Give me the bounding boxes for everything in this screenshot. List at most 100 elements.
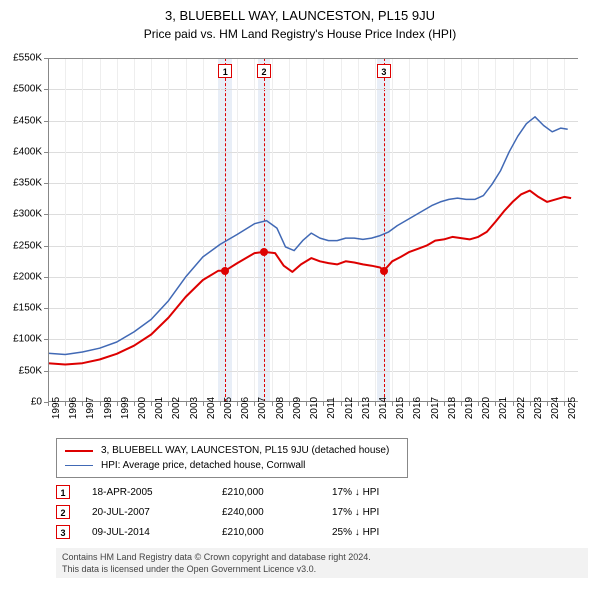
y-tick-mark bbox=[44, 246, 48, 247]
x-tick-mark bbox=[151, 402, 152, 406]
x-tick-mark bbox=[427, 402, 428, 406]
x-tick-mark bbox=[220, 402, 221, 406]
sales-row-date: 20-JUL-2007 bbox=[92, 507, 222, 518]
legend-label-hpi: HPI: Average price, detached house, Corn… bbox=[101, 458, 305, 473]
y-tick-mark bbox=[44, 277, 48, 278]
sales-row-delta: 17% ↓ HPI bbox=[332, 507, 422, 518]
x-tick-label: 2002 bbox=[171, 397, 182, 419]
y-tick-mark bbox=[44, 89, 48, 90]
y-tick-label: £250K bbox=[13, 240, 42, 251]
x-tick-label: 2003 bbox=[189, 397, 200, 419]
chart-plot-area: 123 £0£50K£100K£150K£200K£250K£300K£350K… bbox=[48, 58, 578, 402]
x-tick-label: 2021 bbox=[498, 397, 509, 419]
footer-line-1: Contains HM Land Registry data © Crown c… bbox=[62, 551, 582, 563]
sales-row-index: 3 bbox=[56, 525, 70, 539]
x-tick-mark bbox=[203, 402, 204, 406]
x-tick-label: 2019 bbox=[464, 397, 475, 419]
y-tick-mark bbox=[44, 214, 48, 215]
x-tick-label: 2016 bbox=[412, 397, 423, 419]
y-tick-mark bbox=[44, 58, 48, 59]
sales-row: 2 20-JUL-2007£240,00017% ↓ HPI bbox=[56, 502, 422, 522]
x-tick-mark bbox=[272, 402, 273, 406]
x-tick-label: 2000 bbox=[137, 397, 148, 419]
x-tick-label: 2013 bbox=[361, 397, 372, 419]
y-tick-mark bbox=[44, 121, 48, 122]
x-tick-mark bbox=[289, 402, 290, 406]
x-tick-label: 2001 bbox=[154, 397, 165, 419]
x-tick-label: 2012 bbox=[344, 397, 355, 419]
x-tick-label: 1997 bbox=[85, 397, 96, 419]
x-tick-mark bbox=[392, 402, 393, 406]
sales-row-index: 1 bbox=[56, 485, 70, 499]
x-tick-label: 2023 bbox=[533, 397, 544, 419]
x-tick-mark bbox=[237, 402, 238, 406]
sales-row-date: 18-APR-2005 bbox=[92, 487, 222, 498]
sales-row-delta: 17% ↓ HPI bbox=[332, 487, 422, 498]
x-tick-mark bbox=[323, 402, 324, 406]
footer-line-2: This data is licensed under the Open Gov… bbox=[62, 563, 582, 575]
x-tick-mark bbox=[461, 402, 462, 406]
y-tick-mark bbox=[44, 371, 48, 372]
x-tick-mark bbox=[82, 402, 83, 406]
legend-row-property: 3, BLUEBELL WAY, LAUNCESTON, PL15 9JU (d… bbox=[65, 443, 399, 458]
x-tick-label: 2006 bbox=[240, 397, 251, 419]
x-tick-mark bbox=[478, 402, 479, 406]
x-tick-mark bbox=[358, 402, 359, 406]
x-tick-label: 2017 bbox=[430, 397, 441, 419]
x-tick-label: 1996 bbox=[68, 397, 79, 419]
y-tick-label: £50K bbox=[19, 365, 42, 376]
y-tick-label: £150K bbox=[13, 303, 42, 314]
sales-row: 118-APR-2005£210,00017% ↓ HPI bbox=[56, 482, 422, 502]
legend-row-hpi: HPI: Average price, detached house, Corn… bbox=[65, 458, 399, 473]
x-tick-mark bbox=[254, 402, 255, 406]
y-tick-mark bbox=[44, 152, 48, 153]
x-tick-label: 2011 bbox=[326, 397, 337, 419]
x-tick-label: 2018 bbox=[447, 397, 458, 419]
x-tick-mark bbox=[306, 402, 307, 406]
y-tick-mark bbox=[44, 183, 48, 184]
x-tick-mark bbox=[134, 402, 135, 406]
x-tick-label: 2015 bbox=[395, 397, 406, 419]
y-tick-label: £100K bbox=[13, 334, 42, 345]
y-tick-label: £350K bbox=[13, 178, 42, 189]
x-tick-label: 2008 bbox=[275, 397, 286, 419]
legend-label-property: 3, BLUEBELL WAY, LAUNCESTON, PL15 9JU (d… bbox=[101, 443, 389, 458]
x-tick-mark bbox=[186, 402, 187, 406]
chart-legend: 3, BLUEBELL WAY, LAUNCESTON, PL15 9JU (d… bbox=[56, 438, 408, 478]
x-tick-label: 2014 bbox=[378, 397, 389, 419]
x-tick-mark bbox=[564, 402, 565, 406]
sales-row-price: £240,000 bbox=[222, 507, 332, 518]
x-tick-mark bbox=[495, 402, 496, 406]
x-tick-mark bbox=[513, 402, 514, 406]
y-tick-label: £400K bbox=[13, 146, 42, 157]
y-tick-mark bbox=[44, 339, 48, 340]
y-tick-label: £200K bbox=[13, 271, 42, 282]
x-tick-label: 2022 bbox=[516, 397, 527, 419]
y-tick-label: £300K bbox=[13, 209, 42, 220]
y-tick-label: £500K bbox=[13, 84, 42, 95]
x-tick-label: 2010 bbox=[309, 397, 320, 419]
x-tick-mark bbox=[100, 402, 101, 406]
x-tick-mark bbox=[444, 402, 445, 406]
sales-row-delta: 25% ↓ HPI bbox=[332, 527, 422, 538]
footer: Contains HM Land Registry data © Crown c… bbox=[56, 548, 588, 578]
page-title: 3, BLUEBELL WAY, LAUNCESTON, PL15 9JU bbox=[0, 0, 600, 23]
x-tick-label: 2020 bbox=[481, 397, 492, 419]
sales-row-date: 09-JUL-2014 bbox=[92, 527, 222, 538]
x-tick-label: 2009 bbox=[292, 397, 303, 419]
x-tick-label: 1998 bbox=[103, 397, 114, 419]
x-tick-mark bbox=[48, 402, 49, 406]
legend-swatch-property bbox=[65, 450, 93, 452]
sales-row-price: £210,000 bbox=[222, 527, 332, 538]
legend-swatch-hpi bbox=[65, 465, 93, 467]
x-tick-label: 2005 bbox=[223, 397, 234, 419]
x-tick-mark bbox=[168, 402, 169, 406]
x-tick-mark bbox=[117, 402, 118, 406]
sales-row-index: 2 bbox=[56, 505, 70, 519]
x-tick-mark bbox=[547, 402, 548, 406]
y-tick-label: £0 bbox=[31, 397, 42, 408]
x-tick-label: 2025 bbox=[567, 397, 578, 419]
page-subtitle: Price paid vs. HM Land Registry's House … bbox=[0, 23, 600, 41]
x-tick-mark bbox=[530, 402, 531, 406]
x-tick-label: 1999 bbox=[120, 397, 131, 419]
